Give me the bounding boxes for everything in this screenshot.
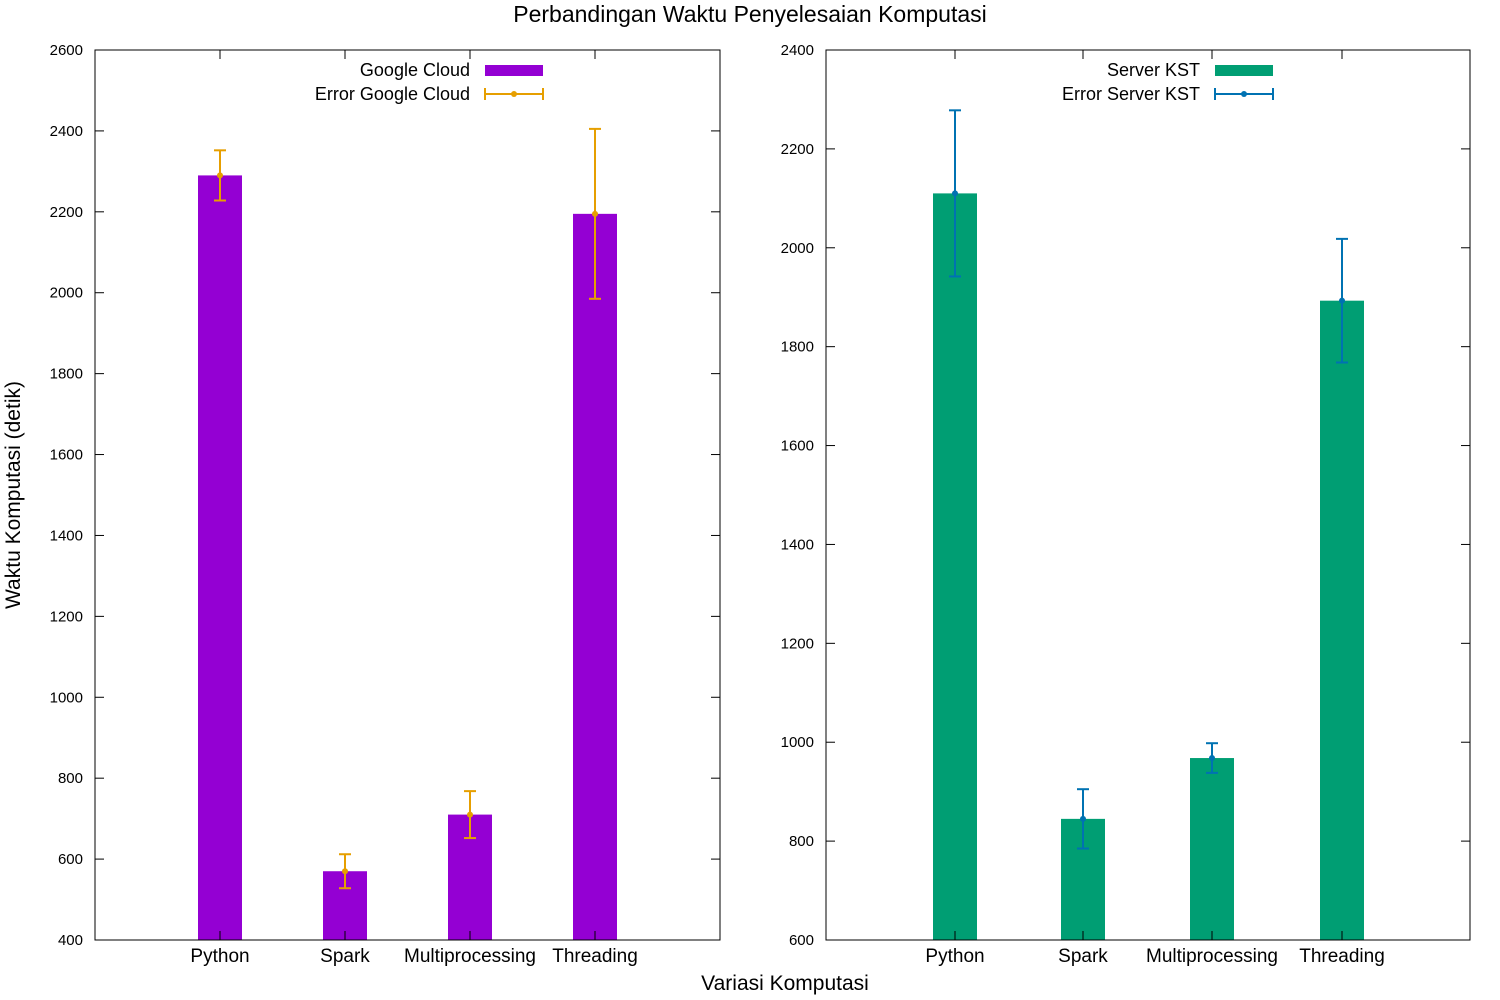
legend-swatch-bars bbox=[1215, 65, 1273, 76]
legend-swatch-bars bbox=[485, 65, 543, 76]
y-tick-label: 1800 bbox=[781, 339, 814, 356]
y-tick-label: 800 bbox=[789, 833, 814, 850]
panel-google-cloud: 400 600 800 1000 1200 1400 1600 1800 2000 2200 240… bbox=[50, 42, 721, 967]
y-tick-label: 400 bbox=[58, 932, 83, 949]
y-tick-label: 1400 bbox=[781, 536, 814, 553]
y-tick-label: 1200 bbox=[50, 608, 83, 625]
error-bar-threading bbox=[1336, 237, 1348, 364]
chart-title: Perbandingan Waktu Penyelesaian Komputas… bbox=[513, 1, 987, 27]
legend-label-bars: Google Cloud bbox=[360, 60, 470, 80]
legend-error-point bbox=[511, 91, 517, 97]
x-tick-label: Threading bbox=[1299, 946, 1385, 967]
bar-threading bbox=[1320, 300, 1364, 940]
bar-threading bbox=[573, 213, 617, 940]
y-tick-label: 1400 bbox=[50, 527, 83, 544]
legend-label-error: Error Server KST bbox=[1062, 84, 1200, 104]
error-bar-point bbox=[1339, 297, 1345, 304]
y-tick-label: 600 bbox=[58, 851, 83, 868]
error-bar-python bbox=[949, 109, 961, 278]
legend-label-error: Error Google Cloud bbox=[315, 84, 470, 104]
error-bar-point bbox=[592, 210, 598, 217]
error-bar-point bbox=[467, 811, 473, 818]
error-bar-point bbox=[217, 172, 223, 179]
error-bar-point bbox=[1209, 755, 1215, 762]
panel-server-kst: 600 800 1000 1200 1400 1600 1800 2000 2200 2400 Py… bbox=[781, 42, 1471, 967]
error-bar-spark bbox=[339, 853, 351, 890]
y-tick-label: 1000 bbox=[781, 734, 814, 751]
y-tick-label: 1800 bbox=[50, 366, 83, 383]
x-axis-label: Variasi Komputasi bbox=[701, 972, 869, 995]
y-tick-label: 800 bbox=[58, 770, 83, 787]
y-tick-label: 2600 bbox=[50, 42, 83, 59]
error-bar-multiprocessing bbox=[464, 790, 476, 840]
y-tick-label: 2400 bbox=[781, 42, 814, 59]
y-tick-label: 1200 bbox=[781, 635, 814, 652]
bar-python bbox=[198, 175, 242, 941]
x-tick-label: Python bbox=[925, 946, 984, 967]
y-tick-label: 2200 bbox=[781, 141, 814, 158]
x-tick-label: Multiprocessing bbox=[404, 946, 536, 967]
plot-frame bbox=[825, 49, 1471, 941]
y-tick-label: 600 bbox=[789, 932, 814, 949]
error-bar-point bbox=[1080, 815, 1086, 822]
y-tick-label: 2000 bbox=[781, 240, 814, 257]
y-tick-label: 2200 bbox=[50, 204, 83, 221]
x-tick-label: Spark bbox=[320, 946, 370, 967]
legend-swatch-error bbox=[1214, 88, 1274, 100]
x-tick-label: Threading bbox=[552, 946, 638, 967]
error-bar-point bbox=[342, 868, 348, 875]
bar-python bbox=[933, 193, 977, 940]
error-bar-point bbox=[952, 190, 958, 197]
y-tick-label: 1600 bbox=[50, 447, 83, 464]
error-bar-threading bbox=[589, 127, 601, 300]
bar-multiprocessing bbox=[1190, 758, 1234, 940]
x-tick-label: Spark bbox=[1058, 946, 1108, 967]
plot-frame bbox=[94, 49, 721, 941]
error-bar-python bbox=[214, 149, 226, 202]
x-tick-label: Multiprocessing bbox=[1146, 946, 1278, 967]
y-tick-label: 1000 bbox=[50, 689, 83, 706]
y-tick-label: 2000 bbox=[50, 285, 83, 302]
y-axis-label: Waktu Komputasi (detik) bbox=[2, 381, 25, 609]
legend-swatch-error bbox=[484, 88, 544, 100]
legend-label-bars: Server KST bbox=[1107, 60, 1200, 80]
x-tick-label: Python bbox=[190, 946, 249, 967]
error-bar-multiprocessing bbox=[1206, 742, 1218, 774]
y-tick-label: 2400 bbox=[50, 123, 83, 140]
y-tick-label: 1600 bbox=[781, 438, 814, 455]
error-bar-spark bbox=[1077, 788, 1089, 850]
legend-error-point bbox=[1241, 91, 1247, 97]
